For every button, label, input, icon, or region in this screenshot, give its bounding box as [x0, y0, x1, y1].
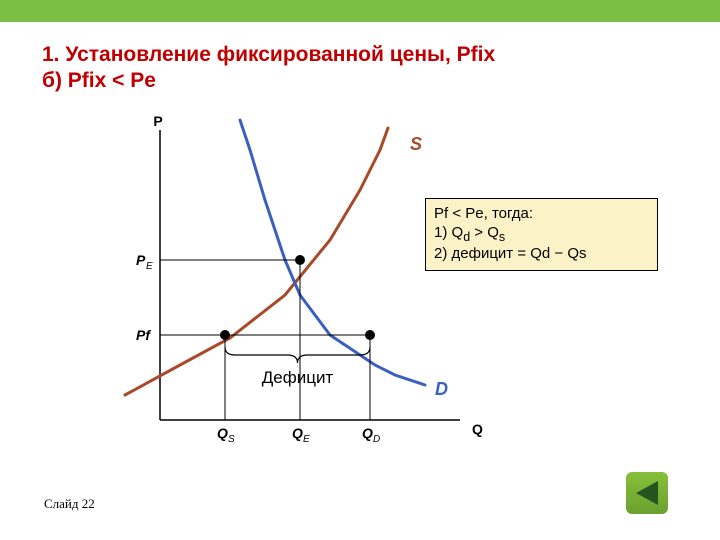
- note-line-2: 1) Qd > Qs: [434, 224, 649, 246]
- explanation-box: Pf < Pe, тогда: 1) Qd > Qs 2) дефицит = …: [425, 198, 658, 271]
- svg-text:Pf: Pf: [136, 327, 151, 343]
- slide-number: Слайд 22: [44, 496, 95, 512]
- top-accent-bar: [0, 0, 720, 22]
- supply-demand-chart: PQSDPEPfQSQEQDДефицит: [130, 120, 490, 440]
- svg-text:S: S: [228, 434, 235, 445]
- note-line-1: Pf < Pe, тогда:: [434, 205, 649, 224]
- title-line-2: б) Pfix < Pe: [42, 68, 662, 94]
- svg-text:Q: Q: [292, 425, 303, 441]
- title-line-1: 1. Установление фиксированной цены, Pfix: [42, 42, 662, 68]
- svg-text:D: D: [373, 434, 380, 445]
- svg-text:E: E: [146, 261, 153, 272]
- svg-text:Q: Q: [362, 425, 373, 441]
- svg-text:D: D: [435, 379, 448, 399]
- svg-text:S: S: [410, 134, 422, 154]
- triangle-left-icon: [632, 478, 662, 508]
- svg-text:P: P: [153, 113, 162, 129]
- svg-text:Q: Q: [217, 425, 228, 441]
- svg-text:E: E: [303, 434, 310, 445]
- slide-title: 1. Установление фиксированной цены, Pfix…: [42, 42, 662, 95]
- svg-text:P: P: [136, 252, 146, 268]
- svg-text:Q: Q: [472, 421, 483, 437]
- svg-text:Дефицит: Дефицит: [262, 368, 334, 387]
- note-line-3: 2) дефицит = Qd − Qs: [434, 245, 649, 264]
- prev-slide-button[interactable]: [626, 472, 668, 514]
